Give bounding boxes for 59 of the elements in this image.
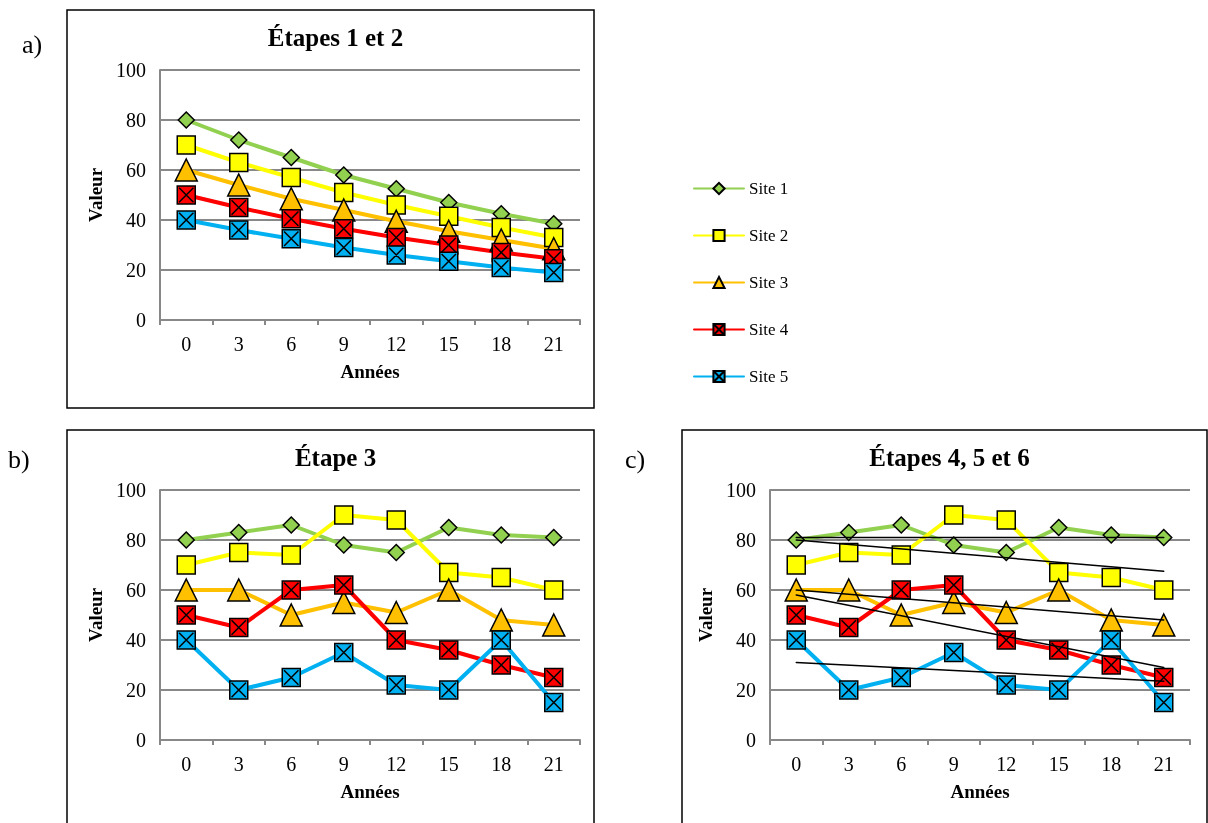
y-tick-label: 40 <box>126 209 146 231</box>
y-tick-label: 20 <box>126 259 146 281</box>
y-tick-label: 40 <box>126 629 146 651</box>
x-tick-label: 0 <box>791 753 802 775</box>
x-tick-label: 18 <box>491 753 512 775</box>
y-axis-title: Valeur <box>695 587 716 643</box>
x-tick-label: 15 <box>1048 753 1069 775</box>
y-tick-label: 20 <box>736 679 756 701</box>
y-axis-title: Valeur <box>85 167 106 223</box>
chart-title: Étape 3 <box>294 444 377 471</box>
y-tick-label: 0 <box>136 309 146 331</box>
legend-label: Site 1 <box>749 179 789 198</box>
y-tick-label: 0 <box>746 729 756 751</box>
y-tick-label: 60 <box>126 579 146 601</box>
y-tick-label: 80 <box>736 529 756 551</box>
x-tick-label: 3 <box>233 333 244 355</box>
x-tick-label: 21 <box>1153 753 1174 775</box>
x-tick-label: 15 <box>438 753 459 775</box>
x-axis-title: Années <box>340 361 400 382</box>
x-tick-label: 6 <box>286 333 297 355</box>
legend-label: Site 5 <box>749 367 789 386</box>
y-tick-label: 60 <box>126 159 146 181</box>
x-tick-label: 0 <box>181 753 192 775</box>
x-tick-label: 15 <box>438 333 459 355</box>
x-tick-label: 9 <box>948 753 959 775</box>
y-tick-label: 60 <box>736 579 756 601</box>
y-tick-label: 20 <box>126 679 146 701</box>
y-tick-label: 80 <box>126 529 146 551</box>
x-tick-label: 21 <box>543 753 564 775</box>
chart-title: Étapes 1 et 2 <box>267 24 404 51</box>
chart-title: Étapes 4, 5 et 6 <box>869 444 1030 471</box>
legend-label: Site 3 <box>749 273 789 292</box>
x-tick-label: 12 <box>386 753 407 775</box>
x-axis-title: Années <box>950 781 1010 802</box>
x-tick-label: 18 <box>1101 753 1122 775</box>
x-tick-label: 3 <box>843 753 854 775</box>
x-tick-label: 3 <box>233 753 244 775</box>
y-tick-label: 100 <box>726 479 756 501</box>
y-tick-label: 0 <box>136 729 146 751</box>
x-tick-label: 0 <box>181 333 192 355</box>
x-tick-label: 12 <box>386 333 407 355</box>
y-tick-label: 100 <box>116 479 146 501</box>
x-tick-label: 6 <box>286 753 297 775</box>
legend-label: Site 2 <box>749 226 789 245</box>
x-tick-label: 6 <box>896 753 907 775</box>
x-tick-label: 9 <box>338 753 349 775</box>
x-axis-title: Années <box>340 781 400 802</box>
y-tick-label: 80 <box>126 109 146 131</box>
text: a) <box>22 29 43 59</box>
text: b) <box>8 444 30 474</box>
y-tick-label: 100 <box>116 59 146 81</box>
y-axis-title: Valeur <box>85 587 106 643</box>
y-tick-label: 40 <box>736 629 756 651</box>
x-tick-label: 21 <box>543 333 564 355</box>
x-tick-label: 18 <box>491 333 512 355</box>
legend-label: Site 4 <box>749 320 789 339</box>
x-tick-label: 12 <box>996 753 1017 775</box>
x-tick-label: 9 <box>338 333 349 355</box>
text: c) <box>625 444 646 474</box>
